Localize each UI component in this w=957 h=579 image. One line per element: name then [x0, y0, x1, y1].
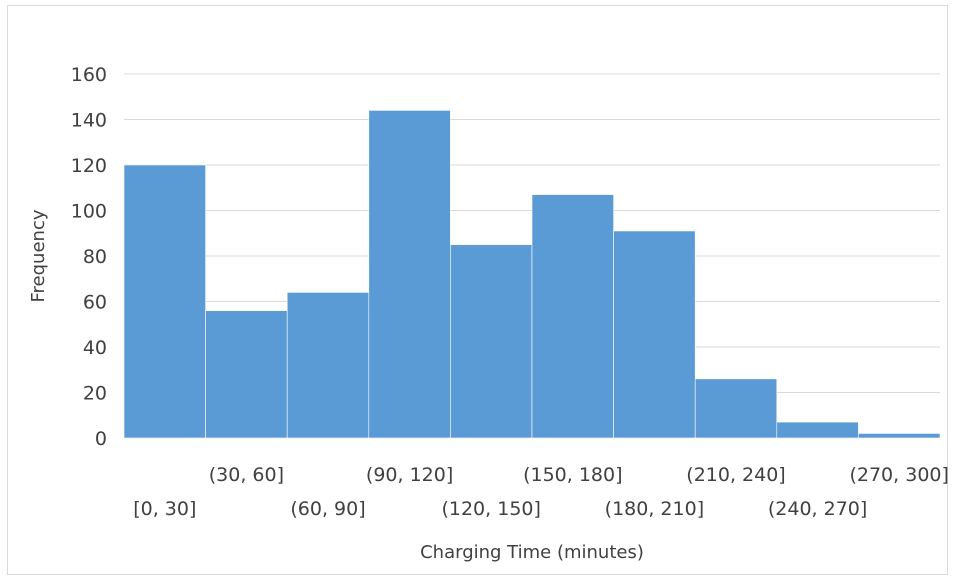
- x-tick-label: (270, 300]: [849, 464, 948, 486]
- bar: [613, 230, 696, 439]
- x-tick-label: [0, 30]: [133, 498, 196, 520]
- y-tick-label: 60: [83, 292, 107, 314]
- bar: [205, 310, 288, 439]
- x-tick-label: (90, 120]: [366, 464, 453, 486]
- bar: [531, 194, 614, 439]
- x-axis-title: Charging Time (minutes): [420, 542, 644, 563]
- y-tick-label: 80: [83, 246, 107, 268]
- y-tick-label: 160: [71, 64, 107, 86]
- y-tick-label: 0: [95, 428, 107, 450]
- bar: [123, 164, 206, 439]
- x-tick-labels: [0, 30] (30, 60] (60, 90](90, 120] (120, 15…: [133, 464, 949, 520]
- y-tick-label: 20: [83, 383, 107, 405]
- y-tick-label: 140: [71, 110, 107, 132]
- x-tick-label: (240, 270]: [768, 498, 867, 520]
- bar: [286, 292, 370, 439]
- y-tick-labels: 0 20 40 60 80 100 120 140 160: [71, 64, 107, 450]
- bar: [858, 433, 941, 439]
- y-tick-label: 100: [71, 201, 107, 223]
- y-tick-label: 120: [71, 155, 107, 177]
- x-tick-label: (180, 210]: [605, 498, 704, 520]
- bars: [123, 110, 941, 439]
- x-tick-label: (60, 90]: [290, 498, 365, 520]
- bar: [368, 110, 451, 439]
- x-tick-label: (30, 60]: [209, 464, 284, 486]
- bar: [694, 378, 778, 439]
- bar: [450, 244, 533, 439]
- x-tick-label: (150, 180]: [523, 464, 622, 486]
- bar: [776, 421, 859, 439]
- x-tick-label: (120, 150]: [441, 498, 540, 520]
- y-axis-title: Frequency: [28, 209, 49, 302]
- y-tick-label: 40: [83, 337, 107, 359]
- x-tick-label: (210, 240]: [686, 464, 785, 486]
